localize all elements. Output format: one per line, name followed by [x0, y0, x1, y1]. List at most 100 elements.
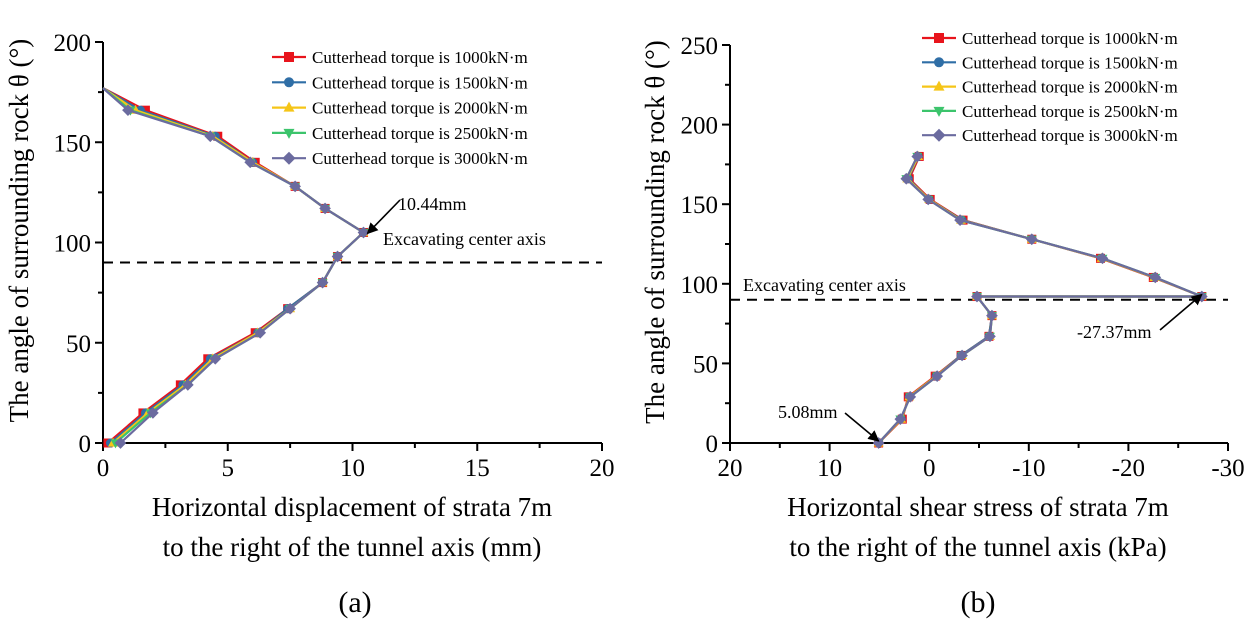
- marker-diamond: [181, 379, 194, 391]
- marker-diamond: [971, 290, 983, 303]
- marker-diamond: [254, 326, 267, 339]
- legend-item: Cutterhead torque is 1500kN·m: [272, 73, 528, 92]
- x-tick-label: 15: [465, 455, 490, 482]
- marker-diamond: [932, 128, 946, 142]
- marker-circle: [934, 57, 944, 68]
- marker-diamond: [956, 349, 968, 362]
- marker-diamond: [114, 437, 127, 449]
- series-line: [877, 155, 1203, 444]
- marker-diamond: [872, 437, 885, 449]
- marker-square: [934, 33, 944, 43]
- marker-diamond: [954, 214, 966, 226]
- legend-item: Cutterhead torque is 1500kN·m: [922, 53, 1178, 72]
- x-tick-label: -20: [1112, 455, 1145, 482]
- marker-diamond: [1025, 233, 1038, 246]
- marker-diamond: [922, 193, 935, 206]
- marker-square: [140, 105, 150, 115]
- annotation-label: 10.44mm: [398, 194, 467, 214]
- y-tick-label: 250: [681, 33, 719, 60]
- y-axis-title: The angle of surrounding rock θ (°): [4, 39, 34, 423]
- x-tick-label: 5: [222, 455, 235, 482]
- y-tick-label: 50: [66, 331, 91, 358]
- x-tick-label: -30: [1211, 455, 1244, 482]
- legend-item: Cutterhead torque is 3000kN·m: [922, 126, 1178, 145]
- legend-label: Cutterhead torque is 2500kN·m: [962, 102, 1178, 121]
- legend-label: Cutterhead torque is 2500kN·m: [312, 124, 528, 143]
- x-axis-title-line2: to the right of the tunnel axis (kPa): [789, 532, 1166, 562]
- annotation-label: 5.08mm: [778, 402, 838, 422]
- marker-diamond: [282, 151, 296, 165]
- x-tick-label: 20: [718, 455, 743, 482]
- marker-diamond: [357, 226, 370, 239]
- annotation-arrow: [844, 412, 880, 442]
- marker-diamond: [904, 390, 917, 403]
- marker-diamond: [986, 309, 998, 322]
- marker-diamond: [984, 330, 996, 343]
- series-4: [102, 87, 370, 449]
- y-tick-label: 150: [681, 192, 719, 219]
- annotation-label: Excavating center axis: [743, 275, 906, 295]
- x-axis-title-line1: Horizontal shear stress of strata 7m: [787, 492, 1169, 522]
- legend-item: Cutterhead torque is 2000kN·m: [272, 99, 528, 118]
- marker-diamond: [284, 302, 296, 315]
- caption: (b): [961, 586, 996, 619]
- y-tick-label: 100: [54, 231, 92, 258]
- x-tick-label: 20: [590, 455, 615, 482]
- legend-label: Cutterhead torque is 3000kN·m: [312, 149, 528, 168]
- y-tick-label: 50: [693, 351, 718, 378]
- y-tick-label: 200: [681, 113, 719, 140]
- marker-triangle-up: [283, 101, 295, 112]
- x-axis-title-line1: Horizontal displacement of strata 7m: [152, 492, 552, 522]
- marker-diamond: [1096, 252, 1109, 265]
- caption: (a): [338, 586, 371, 619]
- marker-triangle-down: [933, 106, 945, 117]
- marker-diamond: [209, 352, 222, 365]
- legend-item: Cutterhead torque is 2500kN·m: [922, 102, 1178, 121]
- legend-label: Cutterhead torque is 3000kN·m: [962, 126, 1178, 145]
- annotation-label: Excavating center axis: [383, 229, 546, 249]
- legend-item: Cutterhead torque is 2500kN·m: [272, 124, 528, 143]
- marker-diamond: [204, 130, 217, 143]
- legend-label: Cutterhead torque is 1000kN·m: [962, 29, 1178, 48]
- annotation-label: -27.37mm: [1077, 322, 1152, 342]
- x-tick-label: 10: [817, 455, 842, 482]
- y-axis-title: The angle of surrounding rock θ (°): [640, 40, 670, 424]
- marker-diamond: [316, 276, 329, 289]
- x-tick-label: 10: [340, 455, 365, 482]
- series-4: [872, 150, 1208, 449]
- marker-diamond: [319, 202, 331, 215]
- marker-diamond: [331, 250, 344, 263]
- legend-item: Cutterhead torque is 2000kN·m: [922, 78, 1178, 97]
- marker-triangle-up: [933, 80, 945, 91]
- annotation-arrow: [366, 199, 401, 235]
- marker-diamond: [931, 370, 944, 382]
- annotation-arrow: [1159, 293, 1203, 331]
- legend-label: Cutterhead torque is 2000kN·m: [962, 78, 1178, 97]
- marker-diamond: [1149, 271, 1162, 284]
- marker-square: [284, 52, 294, 62]
- marker-diamond: [289, 180, 301, 193]
- marker-diamond: [894, 413, 907, 425]
- legend-item: Cutterhead torque is 3000kN·m: [272, 149, 528, 168]
- marker-diamond: [147, 407, 159, 419]
- marker-diamond: [244, 156, 257, 169]
- legend-item: Cutterhead torque is 1000kN·m: [922, 29, 1178, 48]
- y-tick-label: 0: [706, 431, 719, 458]
- x-tick-label: 0: [923, 455, 936, 482]
- marker-triangle-down: [283, 128, 295, 139]
- x-tick-label: -10: [1012, 455, 1045, 482]
- chart-b: 20 10 0 -10 -20 -30050100150200250Horizontal …: [640, 29, 1245, 619]
- marker-diamond: [122, 104, 134, 117]
- legend-label: Cutterhead torque is 1000kN·m: [312, 48, 528, 67]
- legend-label: Cutterhead torque is 1500kN·m: [312, 73, 528, 92]
- x-axis-title-line2: to the right of the tunnel axis (mm): [163, 532, 542, 562]
- y-tick-label: 150: [54, 130, 92, 157]
- y-tick-label: 100: [681, 272, 719, 299]
- marker-circle: [284, 77, 294, 88]
- marker-diamond: [911, 150, 924, 163]
- legend-label: Cutterhead torque is 1500kN·m: [962, 53, 1178, 72]
- x-tick-label: 0: [97, 455, 110, 482]
- legend-item: Cutterhead torque is 1000kN·m: [272, 48, 528, 67]
